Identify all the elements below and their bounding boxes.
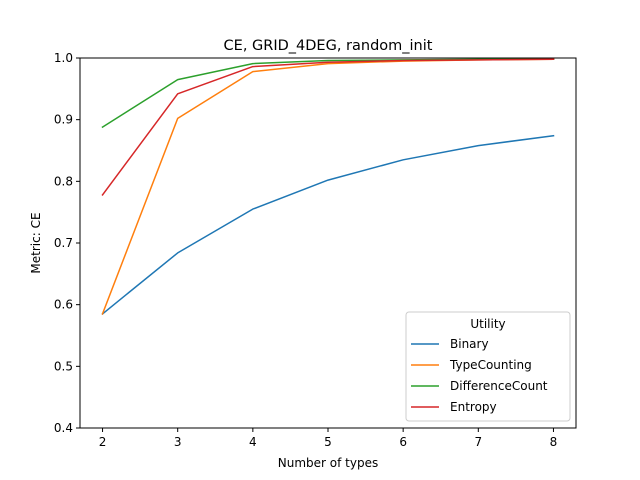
legend-box xyxy=(405,311,571,422)
chart-title: CE, GRID_4DEG, random_init xyxy=(224,38,433,54)
series-line-typecounting xyxy=(101,58,555,315)
legend-label-entropy: Entropy xyxy=(450,400,497,414)
y-tick-label: 0.9 xyxy=(54,113,73,127)
x-tick-label: 8 xyxy=(550,435,558,449)
x-tick-label: 7 xyxy=(474,435,482,449)
y-tick-label: 0.5 xyxy=(54,359,73,373)
legend-label-differencecount: DifferenceCount xyxy=(450,379,548,393)
x-tick-label: 6 xyxy=(399,435,407,449)
legend-label-binary: Binary xyxy=(450,337,489,351)
series-line-entropy xyxy=(101,58,555,196)
y-axis: 0.4 0.5 0.6 0.7 0.8 0.9 1.0 xyxy=(54,51,80,435)
legend-title: Utility xyxy=(470,317,505,331)
y-tick-label: 0.8 xyxy=(54,174,73,188)
legend-label-typecounting: TypeCounting xyxy=(449,358,532,372)
y-tick-label: 0.4 xyxy=(54,421,73,435)
y-axis-label: Metric: CE xyxy=(29,212,43,273)
legend-items: Binary TypeCounting DifferenceCount Entropy xyxy=(411,337,548,414)
y-tick-label: 0.7 xyxy=(54,236,73,250)
y-tick-label: 0.6 xyxy=(54,298,73,312)
x-tick-label: 4 xyxy=(249,435,257,449)
series-line-differencecount xyxy=(101,58,555,129)
series-line-binary xyxy=(101,134,555,315)
x-tick-label: 3 xyxy=(174,435,182,449)
x-tick-label: 5 xyxy=(324,435,332,449)
x-axis-label: Number of types xyxy=(278,456,378,470)
y-tick-label: 1.0 xyxy=(54,51,73,65)
legend: Utility Binary TypeCounting DifferenceCoun… xyxy=(405,311,571,422)
x-axis: 2 3 4 5 6 7 8 xyxy=(99,428,558,449)
x-tick-label: 2 xyxy=(99,435,107,449)
series-layer xyxy=(101,58,555,315)
